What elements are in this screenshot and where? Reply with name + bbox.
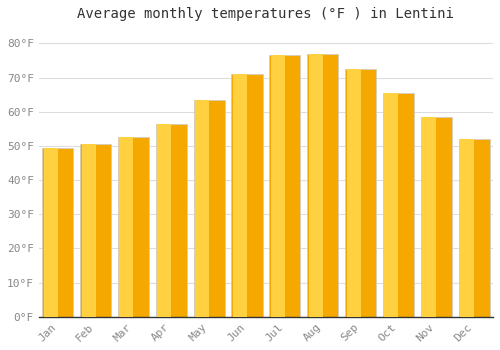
Bar — [460, 139, 474, 317]
Bar — [422, 117, 436, 317]
Bar — [345, 69, 376, 317]
Bar — [80, 144, 111, 317]
Bar — [458, 139, 490, 317]
Bar — [194, 100, 224, 317]
Title: Average monthly temperatures (°F ) in Lentini: Average monthly temperatures (°F ) in Le… — [78, 7, 454, 21]
Bar — [156, 124, 187, 317]
Bar — [307, 54, 338, 317]
Bar — [346, 69, 360, 317]
Bar — [421, 117, 452, 317]
Bar — [82, 144, 96, 317]
Bar — [118, 137, 149, 317]
Bar — [195, 100, 209, 317]
Bar — [232, 74, 262, 317]
Bar — [308, 54, 322, 317]
Bar — [384, 93, 398, 317]
Bar — [42, 148, 74, 317]
Bar — [271, 55, 285, 317]
Bar — [383, 93, 414, 317]
Bar — [270, 55, 300, 317]
Bar — [233, 74, 247, 317]
Bar — [120, 137, 134, 317]
Bar — [158, 124, 172, 317]
Bar — [44, 148, 58, 317]
